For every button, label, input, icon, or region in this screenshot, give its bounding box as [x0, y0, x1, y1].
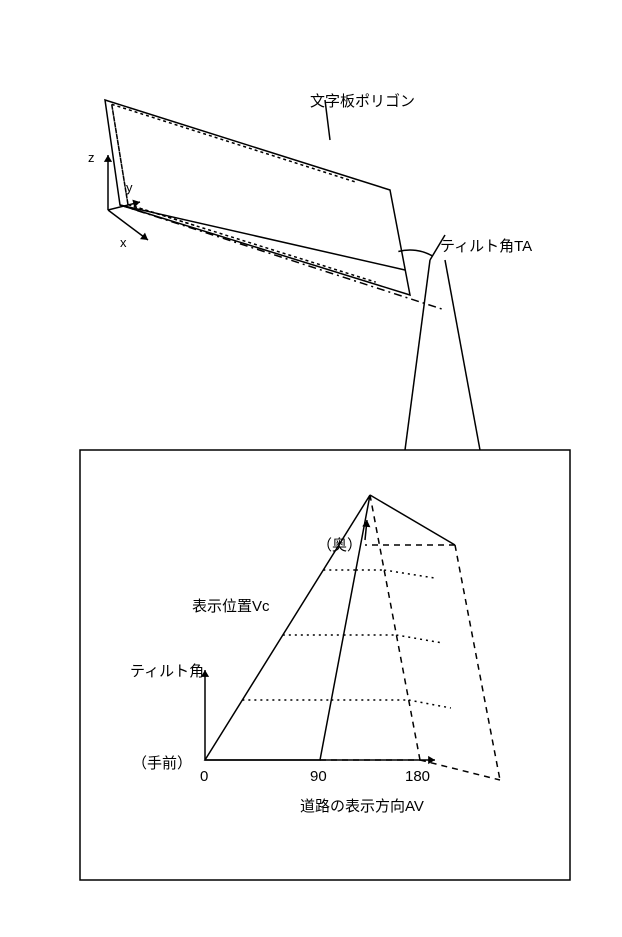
axis-z-label: z	[88, 150, 95, 165]
polygon-title-label: 文字板ポリゴン	[310, 90, 415, 111]
tilt-axis-label: ティルト角	[130, 660, 204, 681]
road-direction-label: 道路の表示方向AV	[300, 795, 424, 816]
vc-label: 表示位置Vc	[192, 595, 270, 616]
xtick-90: 90	[310, 768, 327, 785]
far-label: （奥）	[317, 534, 362, 555]
axis-y-label: y	[126, 180, 133, 195]
tilt-angle-ta-label: ティルト角TA	[440, 235, 532, 256]
near-label: （手前）	[132, 752, 192, 773]
axis-x-label: x	[120, 235, 127, 250]
xtick-180: 180	[405, 768, 430, 785]
xtick-0: 0	[200, 768, 208, 785]
